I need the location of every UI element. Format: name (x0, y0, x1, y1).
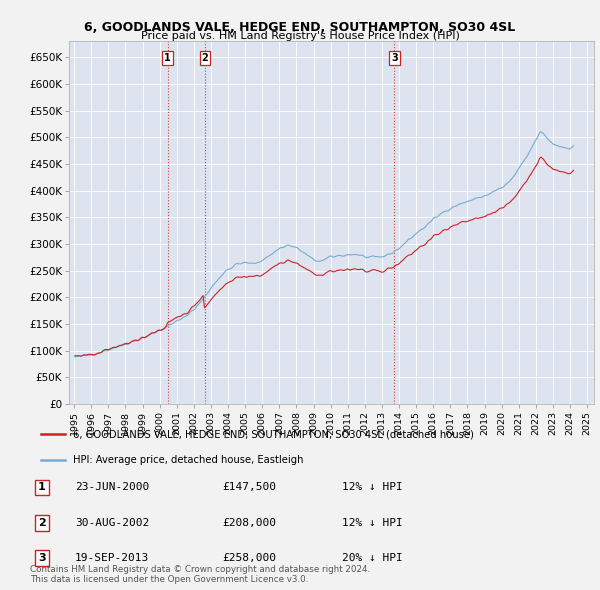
Text: 19-SEP-2013: 19-SEP-2013 (75, 553, 149, 563)
Text: 2: 2 (38, 518, 46, 528)
Text: Contains HM Land Registry data © Crown copyright and database right 2024.: Contains HM Land Registry data © Crown c… (30, 565, 370, 574)
Text: £147,500: £147,500 (222, 483, 276, 493)
Text: 12% ↓ HPI: 12% ↓ HPI (342, 518, 403, 528)
Text: 23-JUN-2000: 23-JUN-2000 (75, 483, 149, 493)
Text: £258,000: £258,000 (222, 553, 276, 563)
Text: 6, GOODLANDS VALE, HEDGE END, SOUTHAMPTON, SO30 4SL (detached house): 6, GOODLANDS VALE, HEDGE END, SOUTHAMPTO… (73, 429, 474, 439)
Text: 30-AUG-2002: 30-AUG-2002 (75, 518, 149, 528)
Text: 20% ↓ HPI: 20% ↓ HPI (342, 553, 403, 563)
Text: HPI: Average price, detached house, Eastleigh: HPI: Average price, detached house, East… (73, 455, 304, 465)
Text: Price paid vs. HM Land Registry's House Price Index (HPI): Price paid vs. HM Land Registry's House … (140, 31, 460, 41)
Text: This data is licensed under the Open Government Licence v3.0.: This data is licensed under the Open Gov… (30, 575, 308, 584)
Text: 3: 3 (391, 53, 398, 63)
Text: 2: 2 (202, 53, 208, 63)
Text: 6, GOODLANDS VALE, HEDGE END, SOUTHAMPTON, SO30 4SL: 6, GOODLANDS VALE, HEDGE END, SOUTHAMPTO… (85, 21, 515, 34)
Text: 1: 1 (164, 53, 171, 63)
Text: £208,000: £208,000 (222, 518, 276, 528)
Text: 1: 1 (38, 483, 46, 493)
Text: 3: 3 (38, 553, 46, 563)
Text: 12% ↓ HPI: 12% ↓ HPI (342, 483, 403, 493)
